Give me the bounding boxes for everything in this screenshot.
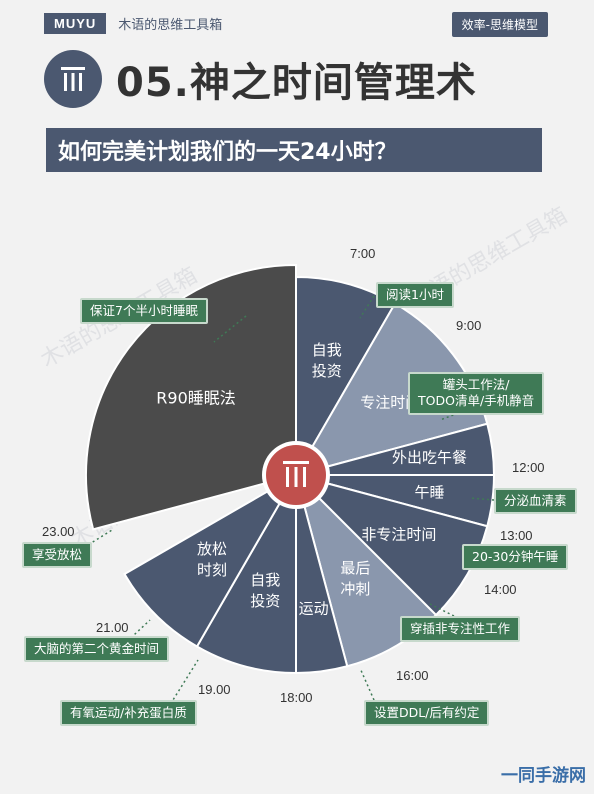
time-label: 23.00 (42, 524, 75, 539)
time-label: 19.00 (198, 682, 231, 697)
wheel-segment (292, 473, 489, 617)
wheel-segment (85, 263, 297, 531)
connector-line (469, 497, 495, 501)
tag-focus-method: 罐头工作法/ TODO清单/手机静音 (408, 372, 545, 415)
connector-line (213, 315, 247, 343)
segment-label: 最后冲刺 (340, 559, 370, 598)
tag-reading: 阅读1小时 (376, 282, 454, 309)
time-label: 9:00 (456, 318, 482, 333)
time-label: 21.00 (96, 620, 129, 635)
tag-exercise: 有氧运动/补充蛋白质 (60, 700, 197, 727)
segment-label: 专注时间 (360, 394, 420, 412)
brand-subtitle: 木语的思维工具箱 (118, 17, 223, 33)
segment-label: 自我投资 (250, 571, 280, 610)
segment-label: R90睡眠法 (156, 388, 235, 407)
page-title: 05.神之时间管理术 (116, 60, 477, 106)
wheel-segment (195, 471, 297, 675)
tag-lunch: 分泌血清素 (494, 488, 577, 515)
time-label: 12:00 (512, 460, 545, 475)
wheel-segment (123, 472, 299, 648)
segment-label: 自我投资 (312, 341, 342, 380)
subtitle-bar: 如何完美计划我们的一天24小时？ (46, 128, 542, 172)
center-logo-glyph (283, 461, 309, 487)
time-label: 7:00 (350, 246, 376, 261)
tag-golden-time: 大脑的第二个黄金时间 (24, 636, 170, 663)
tag-sleep: 保证7个半小时睡眠 (80, 298, 208, 325)
segment-label: 外出吃午餐 (392, 448, 467, 466)
brand: MUYU 木语的思维工具箱 (44, 12, 222, 34)
segment-label: 午睡 (414, 484, 444, 502)
connector-line (359, 295, 375, 319)
segment-label: 非专注时间 (361, 525, 436, 543)
time-label: 16:00 (396, 668, 429, 683)
tag-non-focus: 穿插非专注性工作 (400, 616, 521, 643)
tag-relax: 享受放松 (22, 542, 93, 569)
time-label: 13:00 (500, 528, 533, 543)
time-label: 14:00 (484, 582, 517, 597)
tag-deadline: 设置DDL/后有约定 (364, 700, 490, 727)
segment-label: 运动 (299, 599, 329, 617)
connector-line (359, 667, 375, 701)
corner-logo: 一同手游网 (501, 766, 586, 786)
time-label: 18:00 (280, 690, 313, 705)
brand-logo-text: MUYU (44, 12, 107, 34)
segment-label: 放松时刻 (197, 540, 227, 579)
title-row: 05.神之时间管理术 (44, 50, 477, 108)
topic-tag: 效率-思维模型 (451, 12, 548, 37)
muyu-logo-icon (44, 50, 102, 108)
tag-nap: 20-30分钟午睡 (462, 544, 569, 571)
